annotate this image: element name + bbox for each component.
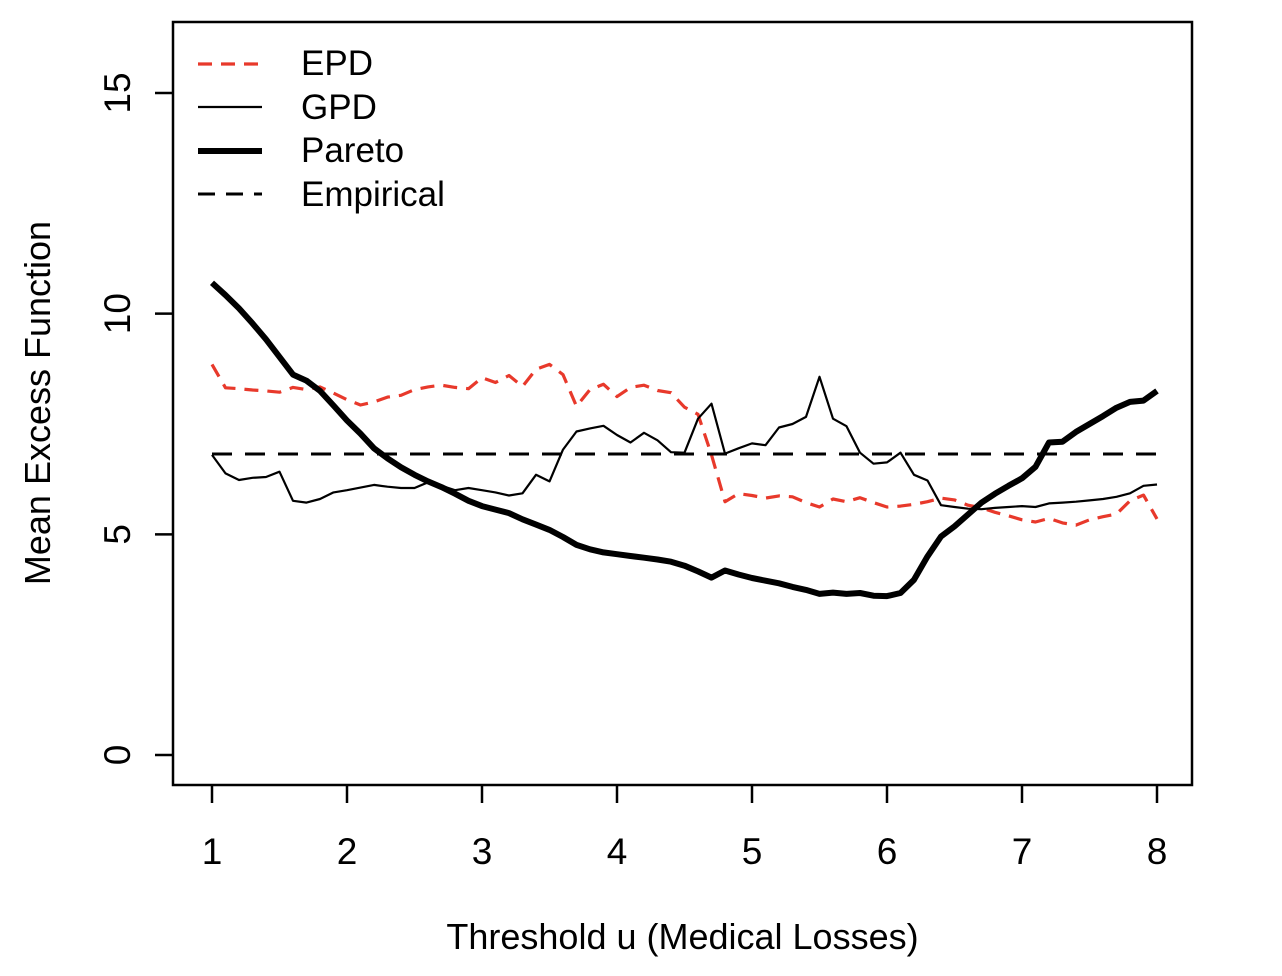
y-axis-title: Mean Excess Function	[17, 220, 58, 586]
x-axis-tick-label: 8	[1147, 831, 1168, 872]
x-axis-tick-label: 5	[742, 831, 763, 872]
x-axis-tick-label: 7	[1012, 831, 1033, 872]
x-axis-tick-label: 2	[337, 831, 358, 872]
epd-line-sample-icon	[198, 62, 262, 66]
empirical-line-sample-icon	[198, 192, 262, 196]
series-epd-line	[210, 362, 1159, 527]
x-axis-tick-label: 1	[202, 831, 223, 872]
y-axis-tick-label: 10	[97, 293, 138, 334]
x-axis-tick-label: 3	[472, 831, 493, 872]
plot-box	[171, 20, 1194, 787]
y-axis-tick-label: 0	[97, 745, 138, 766]
legend-row-empirical: Empirical	[196, 173, 445, 217]
legend-row-pareto: Pareto	[196, 129, 445, 173]
x-axis-title: Threshold u (Medical Losses)	[446, 916, 919, 957]
y-axis-tick-label: 5	[97, 524, 138, 545]
gpd-line-sample-icon	[198, 106, 262, 109]
series-gpd-line	[211, 375, 1158, 511]
series-pareto-line	[209, 280, 1159, 600]
legend-row-epd: EPD	[196, 42, 445, 86]
legend-label-epd: EPD	[301, 44, 373, 84]
x-axis-tick-label: 4	[607, 831, 628, 872]
pareto-line-sample-icon	[198, 147, 262, 154]
legend-label-pareto: Pareto	[301, 131, 405, 171]
legend-label-gpd: GPD	[301, 87, 377, 127]
x-axis-tick-label: 6	[877, 831, 898, 872]
legend-row-gpd: GPD	[196, 86, 445, 130]
legend-label-empirical: Empirical	[301, 174, 445, 214]
y-axis-tick-label: 15	[97, 72, 138, 113]
legend: EPD GPD Pareto Empirical	[196, 42, 445, 216]
